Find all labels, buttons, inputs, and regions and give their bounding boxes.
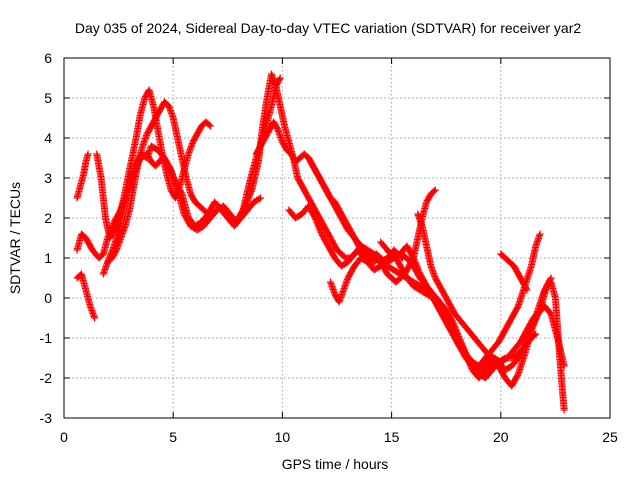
y-tick-label: 1 xyxy=(44,250,52,266)
tick-labels: 0 5 10 15 20 25 -3 -2 -1 0 1 2 3 4 5 6 xyxy=(40,50,618,445)
x-axis-title: GPS time / hours xyxy=(282,456,389,472)
y-tick-label: -2 xyxy=(40,370,53,386)
x-tick-label: 5 xyxy=(169,429,177,445)
y-tick-label: -1 xyxy=(40,330,53,346)
data-points xyxy=(73,70,568,414)
y-axis-title: SDTVAR / TECUs xyxy=(7,182,23,294)
y-tick-label: 0 xyxy=(44,290,52,306)
data-point xyxy=(276,74,284,82)
grid xyxy=(64,58,610,418)
data-point xyxy=(560,362,568,370)
x-tick-label: 20 xyxy=(493,429,509,445)
data-point xyxy=(275,75,283,83)
y-tick-label: 2 xyxy=(44,210,52,226)
series-trace-2 xyxy=(73,150,92,202)
data-point xyxy=(430,187,438,195)
data-point xyxy=(546,275,554,283)
series-trace-13 xyxy=(414,210,555,366)
x-tick-label: 25 xyxy=(602,429,618,445)
series-trace-14 xyxy=(497,250,531,294)
y-tick-label: -3 xyxy=(40,410,53,426)
y-tick-label: 6 xyxy=(44,50,52,66)
chart-title: Day 035 of 2024, Sidereal Day-to-day VTE… xyxy=(75,20,581,36)
data-point xyxy=(257,194,265,202)
data-point xyxy=(560,406,568,414)
x-tick-label: 0 xyxy=(60,429,68,445)
y-tick-label: 3 xyxy=(44,170,52,186)
data-point xyxy=(205,121,213,129)
data-point xyxy=(523,286,531,294)
data-point xyxy=(255,195,263,203)
series-trace-1 xyxy=(73,270,99,322)
data-point xyxy=(206,122,214,130)
data-point xyxy=(536,230,544,238)
data-point xyxy=(84,150,92,158)
y-tick-label: 5 xyxy=(44,90,52,106)
x-tick-label: 10 xyxy=(275,429,291,445)
axis-ticks xyxy=(63,57,611,419)
y-tick-label: 4 xyxy=(44,130,52,146)
data-point xyxy=(91,314,99,322)
plot-frame xyxy=(63,57,611,419)
x-tick-label: 15 xyxy=(384,429,400,445)
data-point xyxy=(547,274,555,282)
data-point xyxy=(431,186,439,194)
data-point xyxy=(522,285,530,293)
